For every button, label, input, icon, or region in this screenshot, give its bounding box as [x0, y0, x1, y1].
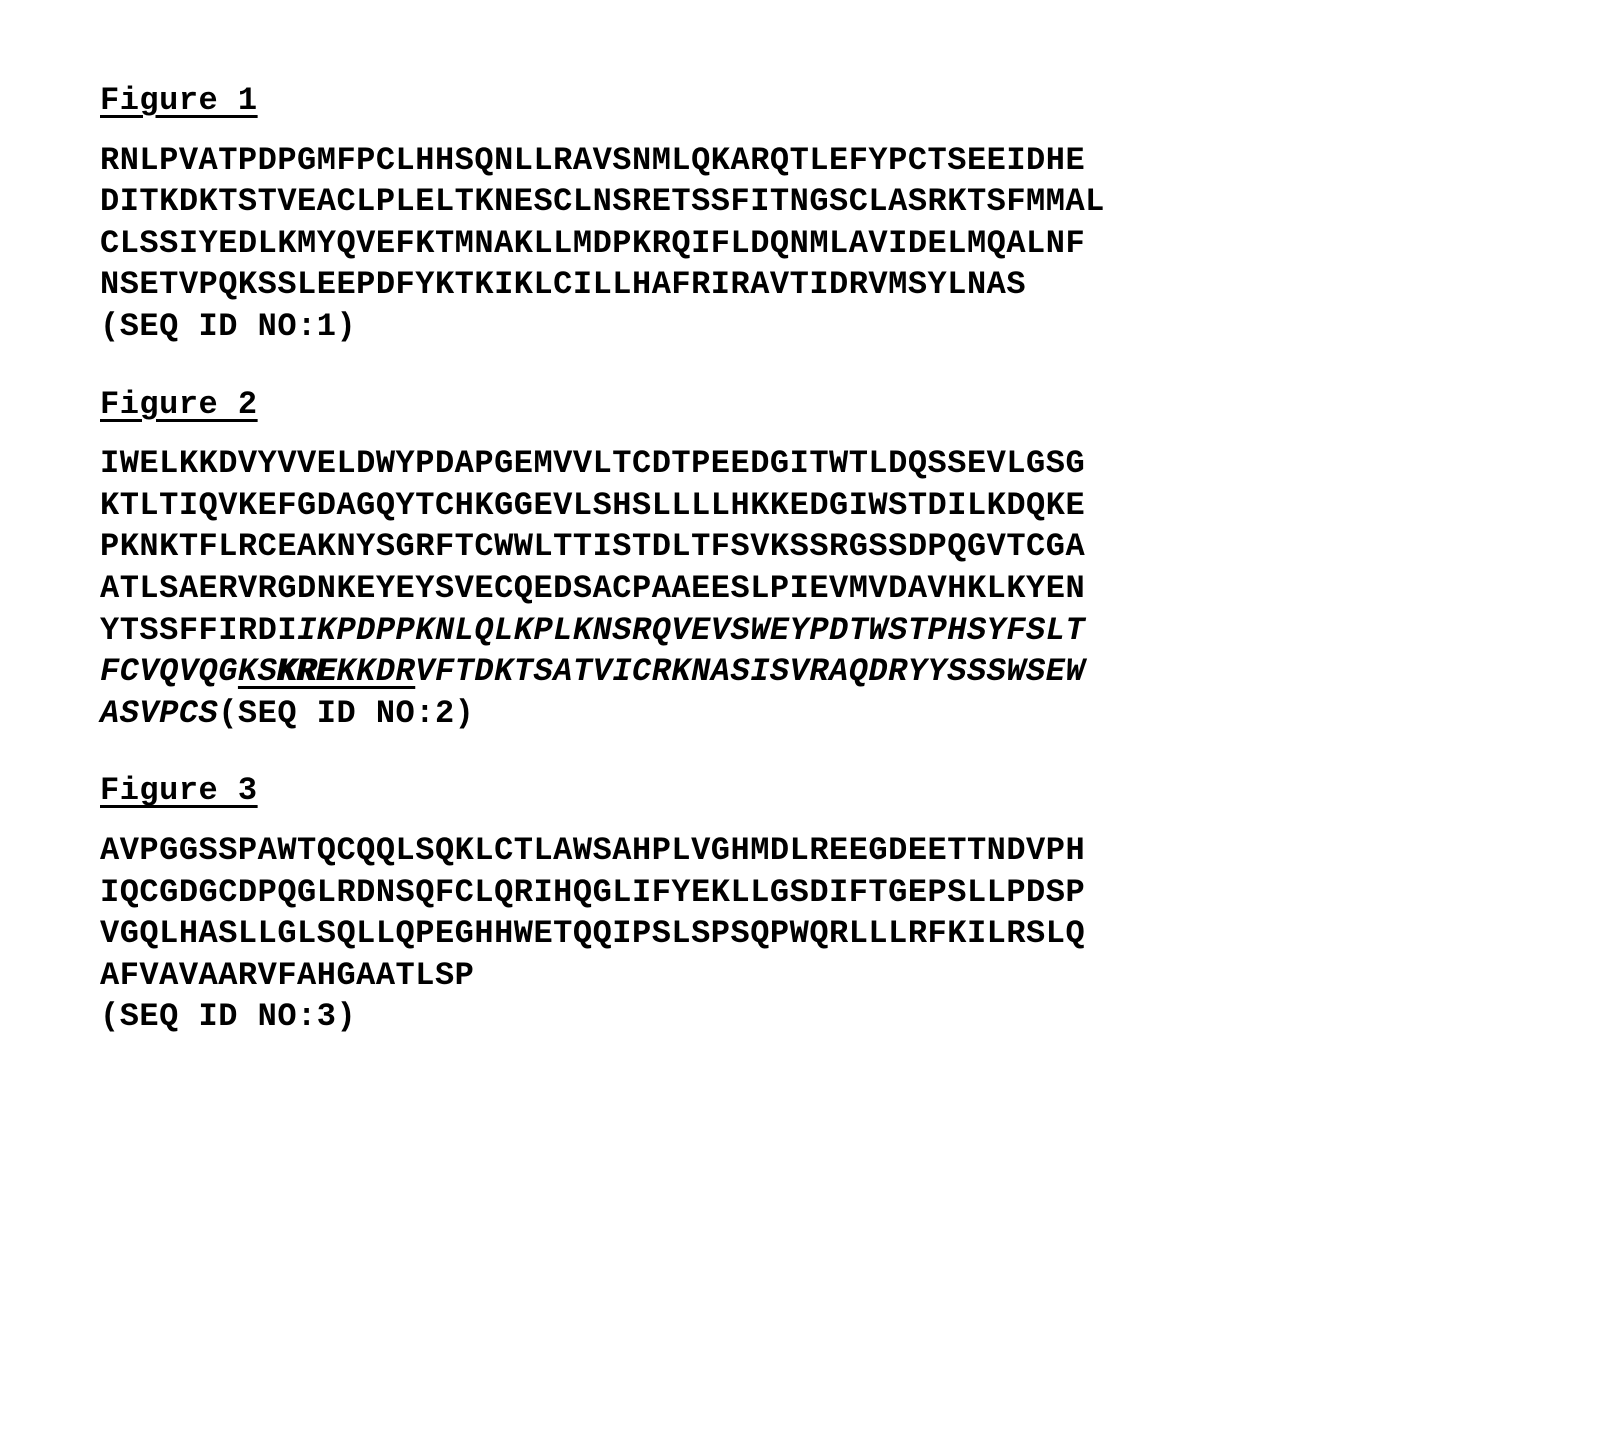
sequence-text-italic: FCVQVQG: [100, 653, 238, 690]
sequence-line: IQCGDGCDPQGLRDNSQFCLQRIHQGLIFYEKLLGSDIFT…: [100, 872, 1513, 914]
seq-id-label: (SEQ ID NO:3): [100, 996, 1513, 1038]
sequence-line: RNLPVATPDPGMFPCLHHSQNLLRAVSNMLQKARQTLEFY…: [100, 140, 1513, 182]
sequence-block: IWELKKDVYVVELDWYPDAPGEMVVLTCDTPEEDGITWTL…: [100, 443, 1513, 734]
sequence-line: AFVAVAARVFAHGAATLSP: [100, 955, 1513, 997]
sequence-block: RNLPVATPDPGMFPCLHHSQNLLRAVSNMLQKARQTLEFY…: [100, 140, 1513, 348]
sequence-line: IWELKKDVYVVELDWYPDAPGEMVVLTCDTPEEDGITWTL…: [100, 443, 1513, 485]
sequence-line: DITKDKTSTVEACLPLELTKNESCLNSRETSSFITNGSCL…: [100, 181, 1513, 223]
sequence-text-italic: IKPDPPKNLQLKPLKNSRQVEVSWEYPDTWSTPHSYFSLT: [297, 612, 1085, 649]
sequence-line: ATLSAERVRGDNKEYEYSVECQEDSACPAAEESLPIEVMV…: [100, 568, 1513, 610]
figure-heading: Figure 1: [100, 80, 1513, 122]
sequence-text-bolditalic-underline: KRE: [277, 653, 336, 690]
seq-id-label: (SEQ ID NO:1): [100, 306, 1513, 348]
seq-id-label: (SEQ ID NO:2): [218, 695, 474, 732]
sequence-line: FCVQVQGKSKREKKDRVFTDKTSATVICRKNASISVRAQD…: [100, 651, 1513, 693]
sequence-text-italic: VFTDKTSATVICRKNASISVRAQDRYYSSSWSEW: [415, 653, 1085, 690]
sequence-line: NSETVPQKSSLEEPDFYKTKIKLCILLHAFRIRAVTIDRV…: [100, 264, 1513, 306]
sequence-line: KTLTIQVKEFGDAGQYTCHKGGEVLSHSLLLLHKKEDGIW…: [100, 485, 1513, 527]
sequence-text-italic-underline: KKDR: [336, 653, 415, 690]
sequence-line: ASVPCS(SEQ ID NO:2): [100, 693, 1513, 735]
sequence-line: VGQLHASLLGLSQLLQPEGHHWETQQIPSLSPSQPWQRLL…: [100, 913, 1513, 955]
figure-heading: Figure 2: [100, 384, 1513, 426]
sequence-text-italic-underline: KS: [238, 653, 277, 690]
figure-heading: Figure 3: [100, 770, 1513, 812]
sequence-block: AVPGGSSPAWTQCQQLSQKLCTLAWSAHPLVGHMDLREEG…: [100, 830, 1513, 1038]
sequence-line: CLSSIYEDLKMYQVEFKTMNAKLLMDPKRQIFLDQNMLAV…: [100, 223, 1513, 265]
sequence-text-italic: ASVPCS: [100, 695, 218, 732]
sequence-line: PKNKTFLRCEAKNYSGRFTCWWLTTISTDLTFSVKSSRGS…: [100, 526, 1513, 568]
sequence-line: AVPGGSSPAWTQCQQLSQKLCTLAWSAHPLVGHMDLREEG…: [100, 830, 1513, 872]
sequence-text-plain: YTSSFFIRDI: [100, 612, 297, 649]
sequence-line: YTSSFFIRDIIKPDPPKNLQLKPLKNSRQVEVSWEYPDTW…: [100, 610, 1513, 652]
